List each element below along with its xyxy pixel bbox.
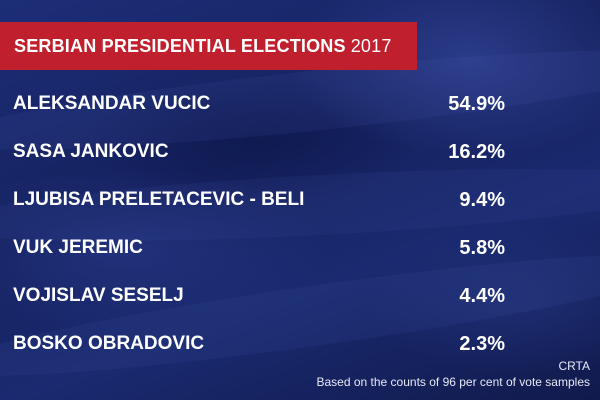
candidate-name: VUK JEREMIC <box>13 237 143 258</box>
candidate-percent: 9.4% <box>459 189 505 211</box>
result-row: VOJISLAV SESELJ 4.4% <box>13 274 513 322</box>
result-row: ALEKSANDAR VUCIC 54.9% <box>13 82 513 130</box>
candidate-percent: 5.8% <box>459 237 505 259</box>
candidate-name: BOSKO OBRADOVIC <box>13 333 205 354</box>
candidate-percent: 54.9% <box>448 93 505 115</box>
candidate-name: VOJISLAV SESELJ <box>13 285 184 306</box>
banner-title: SERBIAN PRESIDENTIAL ELECTIONS <box>14 35 346 56</box>
result-row: BOSKO OBRADOVIC 2.3% <box>13 322 513 370</box>
banner-year: 2017 <box>350 35 392 56</box>
candidate-name: LJUBISA PRELETACEVIC - BELI <box>13 189 305 210</box>
candidate-name: ALEKSANDAR VUCIC <box>13 93 211 114</box>
source-footer: CRTA Based on the counts of 96 per cent … <box>316 358 590 390</box>
results-list: ALEKSANDAR VUCIC 54.9% SASA JANKOVIC 16.… <box>13 82 513 370</box>
source-label: CRTA <box>558 359 590 373</box>
candidate-percent: 4.4% <box>459 285 505 307</box>
result-row: LJUBISA PRELETACEVIC - BELI 9.4% <box>13 178 513 226</box>
source-note: Based on the counts of 96 per cent of vo… <box>316 375 590 389</box>
title-banner: SERBIAN PRESIDENTIAL ELECTIONS 2017 <box>0 22 417 70</box>
candidate-percent: 2.3% <box>459 333 505 355</box>
result-row: VUK JEREMIC 5.8% <box>13 226 513 274</box>
candidate-name: SASA JANKOVIC <box>13 141 169 162</box>
result-row: SASA JANKOVIC 16.2% <box>13 130 513 178</box>
candidate-percent: 16.2% <box>448 141 505 163</box>
